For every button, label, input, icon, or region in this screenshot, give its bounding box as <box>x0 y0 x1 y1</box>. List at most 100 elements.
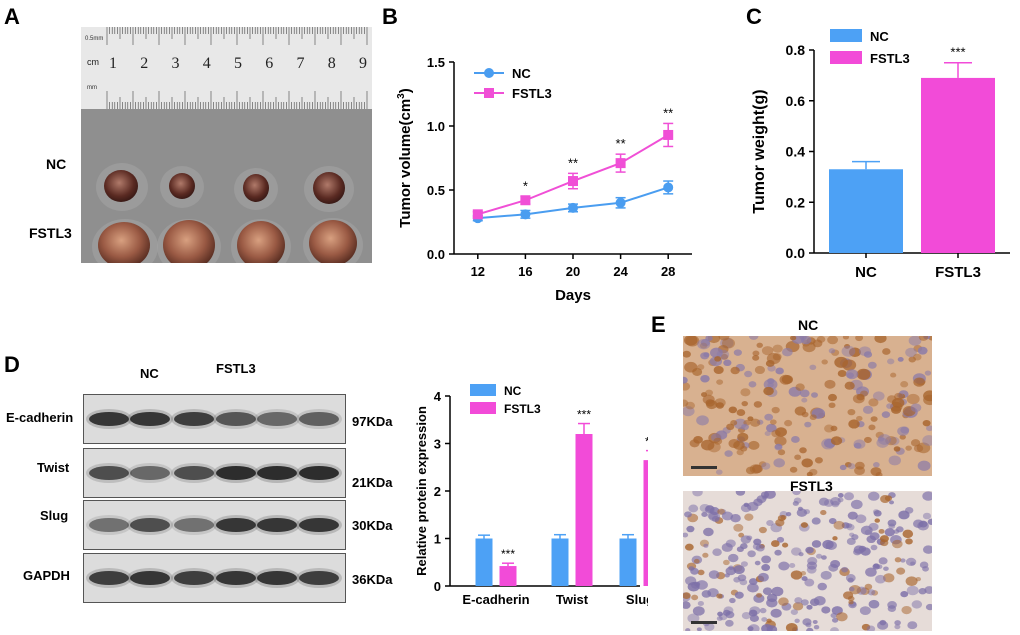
significance-mark: ** <box>616 136 626 151</box>
ihc-cell <box>684 543 694 551</box>
ihc-cell <box>734 591 744 599</box>
ihc-image-fstl3 <box>683 491 932 631</box>
blot-band-halo <box>86 463 132 483</box>
ihc-cell <box>868 599 880 609</box>
ihc-cell <box>917 521 929 531</box>
ihc-cell <box>887 601 897 609</box>
blot-band-halo <box>254 568 300 588</box>
bar-fstl3 <box>499 566 517 586</box>
ihc-cell <box>868 398 879 407</box>
ihc-cell <box>905 347 917 358</box>
ihc-cell <box>692 606 705 616</box>
ihc-cell <box>805 546 814 554</box>
chart-d: 0 1 2 3 4 Relative protein expression *** E-cad… <box>414 384 648 607</box>
ihc-cell <box>782 542 789 548</box>
data-point-fstl3 <box>472 209 483 220</box>
ihc-cell <box>922 545 932 554</box>
ihc-cell <box>865 567 877 577</box>
ihc-cell <box>887 358 895 365</box>
ihc-cell <box>771 406 780 414</box>
ihc-cell <box>868 491 880 501</box>
ihc-cell <box>684 511 692 518</box>
data-point-fstl3 <box>520 195 531 206</box>
ihc-cell <box>715 402 724 409</box>
ihc-cell <box>908 336 922 346</box>
ihc-cell <box>741 612 751 620</box>
ihc-cell <box>701 590 712 598</box>
y-tick-label: 0 <box>434 579 441 594</box>
ihc-cell <box>761 555 772 564</box>
ihc-cell <box>718 613 728 621</box>
blot-row-label: Slug <box>40 508 69 523</box>
ihc-cell <box>804 578 815 587</box>
blot-band <box>89 466 129 480</box>
ihc-cell <box>872 391 885 401</box>
ihc-cell <box>884 495 893 502</box>
ihc-cell <box>801 458 813 468</box>
blot-band-halo <box>171 409 217 429</box>
blot-band <box>174 571 214 585</box>
ihc-cell <box>851 534 859 540</box>
ihc-cell <box>723 559 730 566</box>
bar-fstl3 <box>575 434 593 586</box>
blot-band-halo <box>296 409 342 429</box>
ihc-cell <box>882 348 891 355</box>
blot-kda: 36KDa <box>352 572 393 587</box>
blot-band <box>299 412 339 426</box>
y-tick-label: 0.0 <box>427 247 445 262</box>
ihc-cell <box>901 605 912 615</box>
ihc-cell <box>740 388 751 397</box>
ihc-cell <box>790 336 797 341</box>
ihc-cell <box>913 377 925 387</box>
legend-marker <box>484 88 494 98</box>
ihc-cell <box>753 538 762 546</box>
ihc-cell <box>685 576 697 586</box>
ihc-cell <box>772 344 783 353</box>
ihc-cell <box>908 356 916 363</box>
ihc-cell <box>794 454 802 460</box>
blot-band <box>130 518 170 532</box>
ihc-cell <box>839 464 847 471</box>
significance-mark: *** <box>645 435 648 449</box>
blot-kda: 21KDa <box>352 475 393 490</box>
ihc-cell <box>764 431 771 436</box>
ihc-cell <box>683 406 695 417</box>
ihc-cell <box>720 353 729 360</box>
ihc-cell <box>801 576 808 582</box>
ihc-cell <box>869 532 880 541</box>
ihc-cell <box>723 359 732 367</box>
ihc-cell <box>683 592 691 599</box>
ihc-cell <box>806 604 813 610</box>
ihc-cell <box>868 424 876 431</box>
blot-kda: 97KDa <box>352 414 393 429</box>
ihc-cell <box>827 336 839 345</box>
ihc-cell <box>809 414 817 421</box>
ihc-cell <box>844 381 855 390</box>
ihc-cell <box>683 350 691 358</box>
ihc-cell <box>899 434 906 440</box>
ihc-cell <box>878 436 885 442</box>
significance-mark: ** <box>663 105 673 120</box>
ihc-cell <box>795 383 805 391</box>
blot-band <box>299 518 339 532</box>
ihc-cell <box>716 379 724 385</box>
blot-band-halo <box>213 463 259 483</box>
ihc-cell <box>926 425 932 432</box>
ihc-cell <box>718 336 730 341</box>
ihc-cell <box>701 511 708 517</box>
ihc-cell <box>853 442 862 449</box>
ihc-cell <box>818 497 830 506</box>
ihc-cell <box>703 527 714 537</box>
tumor-photo: 0.5mm cm mm 1 2 3 4 5 6 7 8 9 <box>81 27 372 263</box>
y-tick-label: 3 <box>434 437 441 452</box>
ihc-cell <box>713 437 723 445</box>
ihc-cell <box>752 350 760 357</box>
ihc-cell <box>875 431 884 439</box>
ihc-cell <box>792 491 801 496</box>
blot-band <box>299 571 339 585</box>
y-tick-label: 4 <box>434 389 442 404</box>
ihc-cell <box>721 338 736 349</box>
ihc-cell <box>841 345 856 357</box>
ihc-cell <box>700 374 710 383</box>
ihc-cell <box>775 519 785 527</box>
